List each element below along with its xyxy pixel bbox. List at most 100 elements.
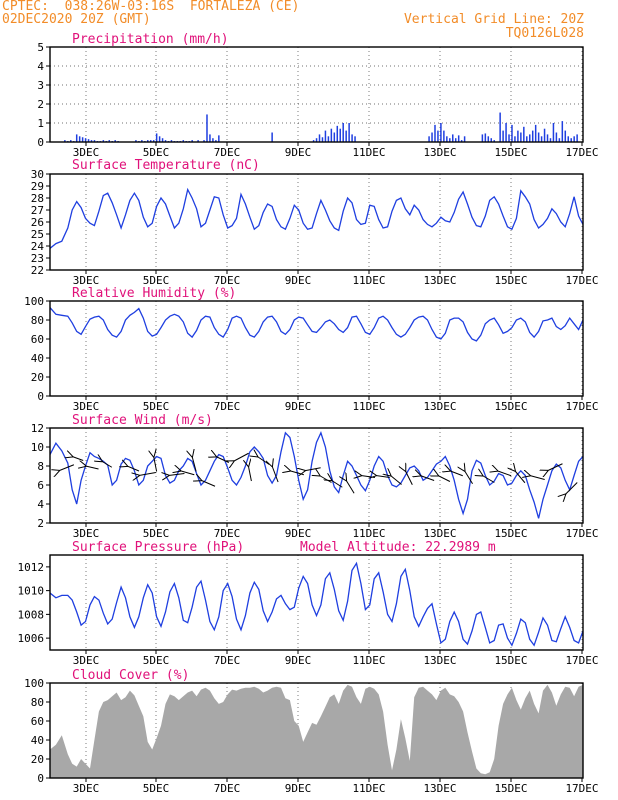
precip-bar (502, 130, 504, 142)
precip-bar (149, 140, 152, 142)
wind-vector-arrow (482, 476, 495, 483)
panel-4: 1006 1008 1010 1012 3DEC 5DEC 7DEC 9DEC 11DEC 13D… (18, 540, 599, 667)
precip-bar (517, 130, 519, 142)
panel-frame (49, 554, 584, 651)
y-tick-label: 100 (24, 677, 44, 690)
precip-bar (108, 140, 111, 142)
y-tick-label: 4 (37, 60, 44, 73)
precip-bar (152, 140, 155, 142)
y-tick-label: 1006 (18, 632, 45, 645)
precip-bar (549, 138, 552, 142)
wind-vector-arrow (234, 452, 249, 461)
panel-0: 0 1 2 3 4 5 3DEC 5DEC 7DEC 9DEC 11DEC 13DEC 15DEC 17D… (37, 32, 598, 159)
precip-bar (318, 134, 321, 142)
header-vertical-grid: Vertical Grid Line: 20Z (403, 12, 584, 27)
precip-bar (561, 121, 564, 142)
panel-title: Precipitation (mm/h) (72, 32, 229, 47)
wind-vector-arrow (497, 471, 512, 477)
precip-bar (70, 140, 72, 142)
x-tick-label: 11DEC (352, 146, 385, 159)
x-tick-label: 7DEC (214, 146, 241, 159)
precip-bar (342, 123, 344, 142)
wind-vector-arrow (86, 466, 99, 470)
panel-title: Surface Temperature (nC) (72, 158, 260, 173)
wind-vector-arrow (319, 476, 332, 483)
wind-vector-arrow (102, 461, 113, 468)
precip-bar (443, 130, 445, 142)
x-tick-label: 11DEC (352, 654, 385, 667)
panel-frame (49, 46, 584, 143)
precip-bar (84, 138, 87, 142)
precip-bar (164, 140, 167, 142)
x-tick-label: 5DEC (143, 527, 170, 540)
precip-bar (351, 134, 353, 142)
precip-bar (570, 138, 572, 142)
x-tick-label: 3DEC (73, 782, 100, 795)
y-tick-label: 1008 (18, 608, 45, 621)
x-tick-label: 13DEC (423, 274, 456, 287)
precip-bar (87, 139, 90, 142)
x-tick-label: 9DEC (285, 400, 312, 413)
wind-vector-arrow (272, 466, 279, 483)
x-tick-label: 3DEC (73, 527, 100, 540)
precip-bar (155, 133, 158, 142)
precip-bar (540, 136, 543, 142)
y-tick-label: 80 (31, 314, 44, 327)
cloud-area (50, 684, 583, 778)
precip-bar (90, 140, 93, 142)
wind-vector-arrow (420, 476, 435, 481)
y-tick-label: 22 (31, 264, 44, 277)
x-tick-label: 15DEC (494, 146, 527, 159)
precip-bar (135, 140, 137, 142)
x-tick-label: 15DEC (494, 782, 527, 795)
x-tick-label: 7DEC (214, 274, 241, 287)
x-tick-label: 11DEC (352, 274, 385, 287)
y-tick-label: 100 (24, 295, 44, 308)
y-tick-label: 0 (37, 136, 44, 149)
wind-vector-arrow (391, 476, 402, 485)
wind-vector-arrow (192, 457, 197, 472)
precip-bar (209, 134, 211, 142)
precip-bar (203, 140, 205, 142)
x-tick-label: 11DEC (352, 782, 385, 795)
series-line (50, 307, 583, 342)
precip-bar (147, 140, 149, 142)
precip-bar (437, 130, 439, 142)
wind-vector-arrow (565, 482, 578, 495)
precip-bar (182, 140, 185, 142)
y-tick-label: 40 (31, 734, 44, 747)
x-tick-label: 3DEC (73, 146, 100, 159)
precip-bar (514, 136, 516, 142)
wind-vector-arrow (450, 471, 463, 477)
x-tick-label: 9DEC (285, 274, 312, 287)
x-tick-label: 5DEC (143, 400, 170, 413)
header-model-code: TQ0126L028 (505, 26, 584, 41)
x-tick-label: 11DEC (352, 527, 385, 540)
wind-vector-arrow (530, 476, 545, 480)
y-tick-label: 20 (31, 371, 44, 384)
precip-bar (215, 140, 217, 142)
precip-bar (158, 136, 161, 142)
precip-bar (529, 134, 531, 142)
y-tick-label: 29 (31, 180, 44, 193)
panel-title: Relative Humidity (%) (72, 286, 236, 301)
wind-vector-arrow (465, 471, 473, 485)
precip-bar (345, 130, 347, 142)
wind-vector-arrow (547, 463, 563, 471)
precip-bar (531, 130, 534, 142)
precip-bar (191, 140, 193, 142)
precip-bar (206, 114, 208, 142)
y-tick-label: 20 (31, 753, 44, 766)
wind-vector-arrow (515, 471, 526, 484)
panel-frame (49, 427, 584, 524)
precip-bar (534, 124, 537, 142)
precip-bar (336, 125, 339, 142)
precip-bar (499, 112, 501, 142)
wind-vector-arrow (405, 471, 413, 485)
header-location: CPTEC: 038:26W-03:16S FORTALEZA (CE) (2, 0, 300, 14)
precip-bar (460, 140, 463, 142)
wind-vector-arrow (127, 466, 140, 472)
precip-bar (523, 126, 525, 142)
panel-title: Cloud Cover (%) (72, 668, 189, 683)
panel-frame (49, 173, 584, 271)
